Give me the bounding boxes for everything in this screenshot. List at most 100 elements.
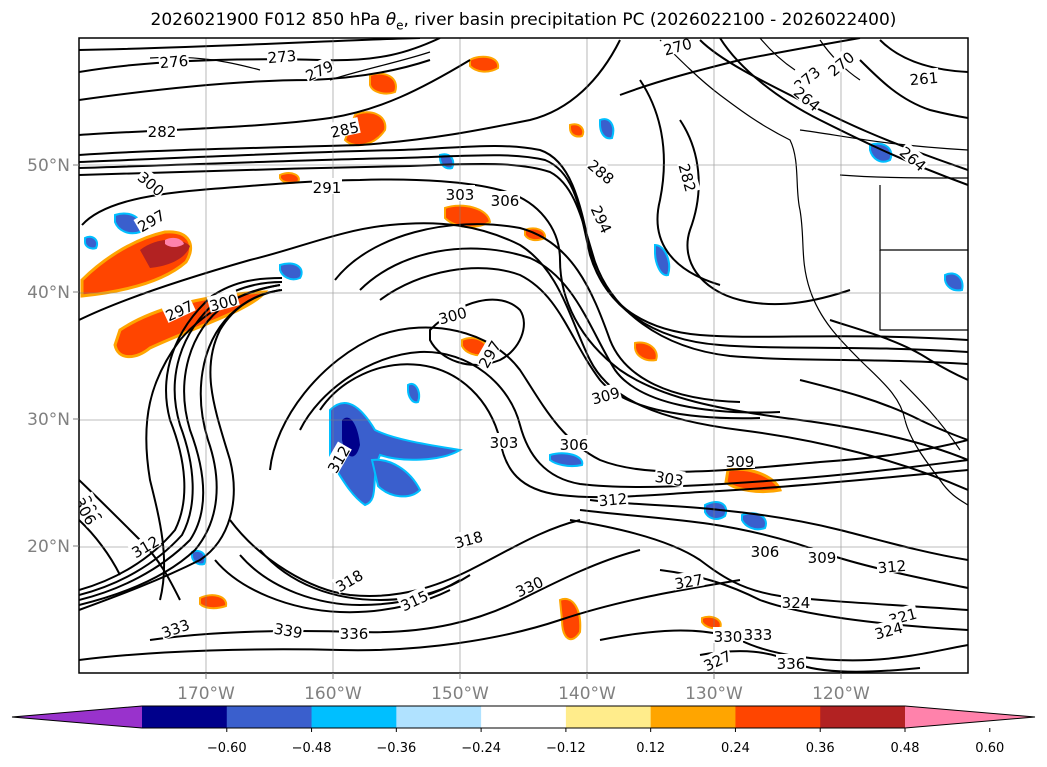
contour-label-bg bbox=[158, 614, 192, 640]
colorbar-segment bbox=[650, 706, 736, 728]
colorbar-extend-low bbox=[12, 706, 142, 728]
contour-label: 303 bbox=[654, 468, 685, 491]
contour-label-bg bbox=[489, 433, 519, 449]
contour-label: 273 bbox=[267, 47, 297, 67]
contour-label: 282 bbox=[148, 123, 177, 141]
longitude-labels: 170°W 160°W 150°W 140°W 130°W 120°W bbox=[177, 673, 870, 704]
contour-label: 285 bbox=[329, 118, 361, 142]
contour-label-bg bbox=[331, 564, 366, 594]
contour-label: 312 bbox=[598, 490, 628, 510]
colorbar-segment bbox=[481, 706, 567, 728]
colorbar: −0.60 −0.48 −0.36 −0.24 −0.12 0.12 0.24 0.36 0.4… bbox=[11, 705, 1036, 756]
contour-label-bg bbox=[699, 645, 734, 673]
contour-label: 309 bbox=[808, 549, 837, 567]
contour-label: 303 bbox=[490, 434, 519, 452]
lon-tick-label: 150°W bbox=[431, 684, 489, 704]
contour-label-bg bbox=[589, 201, 617, 236]
contour-label-bg bbox=[713, 627, 743, 643]
contour-label-bg bbox=[266, 45, 298, 65]
colorbar-tick-label: 0.36 bbox=[806, 741, 835, 756]
contour-label: 336 bbox=[777, 655, 806, 673]
contour-label: 324 bbox=[782, 594, 811, 612]
coastlines bbox=[149, 38, 968, 506]
contour-label-bg bbox=[206, 289, 240, 313]
lat-tick-label: 30°N bbox=[27, 410, 70, 430]
contour-label-bg bbox=[743, 625, 773, 641]
contour-label: 327 bbox=[673, 571, 704, 594]
contour-label-bg bbox=[660, 38, 694, 57]
contour-label: 312 bbox=[877, 557, 907, 577]
lat-tick-label: 50°N bbox=[27, 156, 70, 176]
colorbar-segment bbox=[820, 706, 906, 728]
lon-tick-label: 160°W bbox=[304, 684, 362, 704]
lon-tick-label: 130°W bbox=[685, 684, 743, 704]
map-background bbox=[79, 38, 968, 673]
contour-label-bg bbox=[776, 654, 806, 670]
contour-label-bg bbox=[339, 624, 369, 640]
contour-label-bg bbox=[585, 154, 619, 187]
contour-label: 303 bbox=[446, 186, 475, 204]
lat-tick-label: 20°N bbox=[27, 537, 70, 557]
map-frame bbox=[78, 37, 969, 674]
contour-label-bg bbox=[473, 336, 503, 371]
contour-label-bg bbox=[312, 178, 342, 194]
colorbar-outline bbox=[11, 705, 1036, 729]
contour-label-bg bbox=[677, 160, 701, 194]
lon-tick-label: 120°W bbox=[812, 684, 870, 704]
contour-label-bg bbox=[511, 571, 546, 599]
contour-label: 330 bbox=[714, 628, 743, 646]
contour-label: 306 bbox=[560, 436, 589, 454]
contour-label-bg bbox=[871, 617, 905, 641]
colorbar-extend-high bbox=[905, 706, 1035, 728]
contour-label-bg bbox=[158, 50, 190, 70]
colorbar-segment bbox=[226, 706, 313, 728]
map-title: 2026021900 F012 850 hPa θe, river basin … bbox=[150, 10, 897, 33]
contour-label-bg bbox=[396, 585, 431, 613]
contour-label: 291 bbox=[313, 179, 342, 197]
contour-label-bg bbox=[653, 466, 686, 488]
lon-tick-label: 170°W bbox=[177, 684, 235, 704]
colorbar-segment bbox=[735, 706, 821, 728]
colorbar-tick-label: −0.48 bbox=[292, 741, 332, 756]
lat-tick-label: 40°N bbox=[27, 283, 70, 303]
contour-label-bg bbox=[750, 542, 780, 558]
contour-label: 309 bbox=[726, 453, 755, 471]
contour-label-bg bbox=[135, 166, 169, 199]
contour-label-bg bbox=[781, 593, 811, 609]
colorbar-tick-label: −0.12 bbox=[546, 741, 586, 756]
contour-label-bg bbox=[445, 185, 475, 201]
contour-label-bg bbox=[559, 435, 589, 451]
contour-label-bg bbox=[451, 526, 485, 550]
colorbar-tick-label: 0.48 bbox=[891, 741, 920, 756]
colorbar-segment bbox=[142, 706, 228, 728]
contour-label-bg bbox=[272, 618, 305, 640]
contour-label: 270 bbox=[662, 35, 694, 60]
colorbar-segment bbox=[396, 706, 482, 728]
contour-label: 336 bbox=[340, 625, 369, 643]
lon-tick-label: 140°W bbox=[558, 684, 616, 704]
colorbar-segment bbox=[565, 706, 652, 728]
latitude-labels: 50°N 40°N 30°N 20°N bbox=[27, 156, 79, 557]
colorbar-tick-label: −0.36 bbox=[376, 741, 416, 756]
contour-label-bg bbox=[908, 67, 940, 87]
contour-label-bg bbox=[789, 61, 823, 94]
contour-label-bg bbox=[807, 548, 837, 564]
contour-label-bg bbox=[435, 302, 469, 326]
contour-label-bg bbox=[672, 569, 705, 591]
contour-label-bg bbox=[876, 555, 908, 575]
colorbar-tick-label: −0.60 bbox=[207, 741, 247, 756]
contour-label-bg bbox=[823, 46, 857, 79]
contour-label: 333 bbox=[744, 626, 773, 644]
contour-label-bg bbox=[791, 81, 825, 114]
contour-label-bg bbox=[490, 191, 520, 207]
colorbar-tick-label: 0.24 bbox=[721, 741, 750, 756]
colorbar-tick-label: 0.12 bbox=[636, 741, 665, 756]
contour-label-bg bbox=[597, 488, 629, 508]
contour-label: 306 bbox=[491, 192, 520, 210]
colorbar-tick-label: 0.60 bbox=[975, 741, 1004, 756]
contour-label: 306 bbox=[751, 543, 780, 561]
contour-label-bg bbox=[133, 204, 168, 234]
contour-label: 276 bbox=[159, 52, 189, 72]
contour-label-bg bbox=[127, 530, 162, 560]
